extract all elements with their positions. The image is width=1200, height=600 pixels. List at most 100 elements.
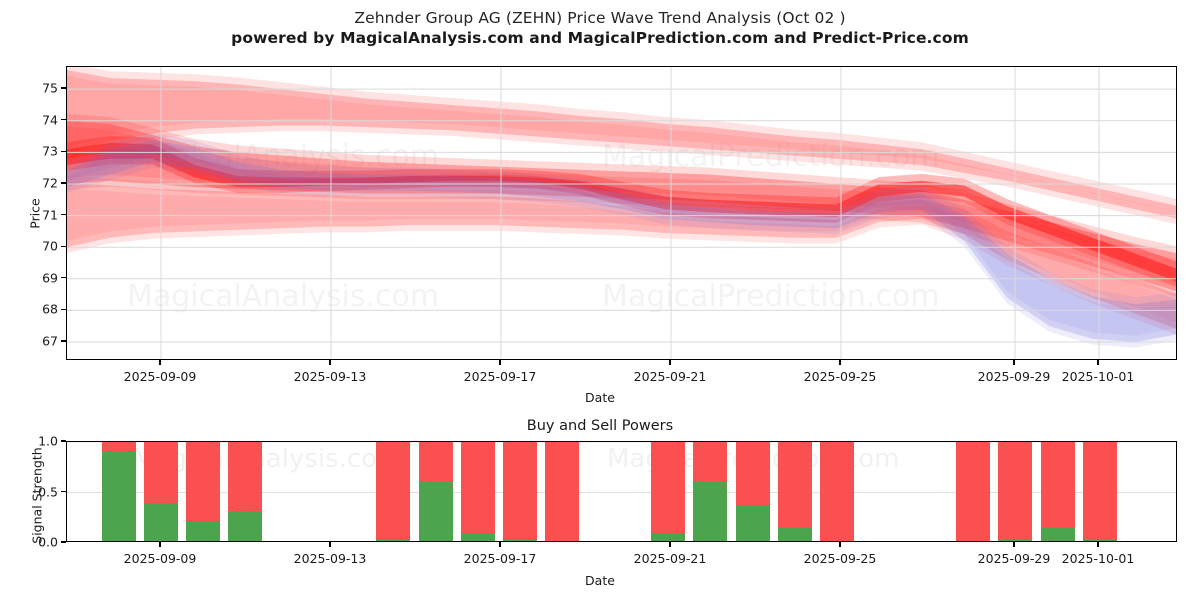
sell-power-segment (693, 442, 727, 483)
title-primary: Zehnder Group AG (ZEHN) Price Wave Trend… (354, 9, 846, 27)
price-x-tick-label: 2025-09-17 (463, 369, 537, 384)
signal-bar[interactable] (1083, 442, 1117, 541)
wave-band-lower-support-band (67, 188, 1176, 323)
signal-bar[interactable] (461, 442, 495, 541)
buy-sell-x-tickmark (159, 542, 161, 547)
price-x-tickmark (1013, 360, 1015, 365)
sell-power-segment (820, 442, 854, 541)
signal-bar[interactable] (102, 442, 136, 541)
price-x-tickmark (159, 360, 161, 365)
sell-power-segment (778, 442, 812, 528)
sell-power-segment (545, 442, 579, 541)
sell-power-segment (186, 442, 220, 521)
sell-power-segment (419, 442, 453, 483)
buy-sell-x-tickmark (1097, 542, 1099, 547)
price-y-tick-label: 68 (42, 301, 58, 317)
buy-sell-x-tick-label: 2025-09-17 (463, 551, 537, 566)
signal-bar[interactable] (419, 442, 453, 541)
buy-sell-x-tickmark (839, 542, 841, 547)
signal-bar[interactable] (1041, 442, 1075, 541)
price-x-tick-label: 2025-09-13 (293, 369, 367, 384)
sell-power-segment (102, 442, 136, 453)
page-title: Zehnder Group AG (ZEHN) Price Wave Trend… (0, 8, 1200, 48)
buy-sell-y-axis-label: Signal Strength (29, 447, 45, 544)
buy-sell-y-tickmark (61, 440, 66, 442)
wave-band-core-signal-band (67, 148, 1176, 275)
sell-power-segment (998, 442, 1032, 540)
buy-sell-y-tick-label: 0.5 (38, 484, 58, 499)
buy-sell-y-tickmark (61, 541, 66, 543)
price-y-tick-label: 72 (42, 175, 58, 191)
wave-band-mid-wave-band-a (67, 126, 1176, 285)
signal-bar[interactable] (651, 442, 685, 541)
buy-power-segment (503, 538, 537, 541)
title-secondary: powered by MagicalAnalysis.com and Magic… (231, 29, 969, 47)
signal-bar[interactable] (228, 442, 262, 541)
buy-power-segment (1083, 538, 1117, 541)
sell-power-segment (144, 442, 178, 503)
price-x-tickmark (839, 360, 841, 365)
wave-band-bearish-divergence-band (67, 139, 1176, 343)
price-x-tick-label: 2025-09-09 (123, 369, 197, 384)
buy-power-segment (228, 510, 262, 541)
buy-sell-plot-area: MagicalAnalysis.com MagicalPrediction.co… (66, 441, 1177, 542)
buy-power-segment (736, 504, 770, 541)
buy-power-segment (651, 532, 685, 541)
buy-power-segment (419, 482, 453, 541)
wave-band-core-signal-band (67, 142, 1176, 282)
price-y-tick-label: 70 (42, 238, 58, 254)
price-y-tick-label: 71 (42, 207, 58, 223)
buy-sell-chart-title: Buy and Sell Powers (526, 418, 674, 434)
wave-band-mid-wave-band-a (67, 113, 1176, 297)
buy-power-segment (186, 520, 220, 541)
buy-sell-x-tickmark (669, 542, 671, 547)
buy-sell-x-tick-label: 2025-09-25 (803, 551, 877, 566)
price-x-tickmark (499, 360, 501, 365)
sell-power-segment (956, 442, 990, 541)
buy-sell-x-tick-label: 2025-09-21 (633, 551, 707, 566)
price-y-tickmark (61, 182, 66, 184)
price-x-tick-label: 2025-09-29 (977, 369, 1051, 384)
buy-power-segment (461, 532, 495, 541)
signal-bar[interactable] (503, 442, 537, 541)
signal-bar[interactable] (778, 442, 812, 541)
buy-sell-y-tick-label: 1.0 (38, 433, 58, 449)
price-y-tickmark (61, 150, 66, 152)
signal-bar[interactable] (545, 442, 579, 541)
signal-bar[interactable] (186, 442, 220, 541)
signal-bar[interactable] (820, 442, 854, 541)
price-y-tick-label: 73 (42, 143, 58, 159)
signal-bar[interactable] (693, 442, 727, 541)
buy-sell-x-tickmark (499, 542, 501, 547)
price-y-tick-label: 75 (42, 80, 58, 96)
price-y-tickmark (61, 340, 66, 342)
buy-sell-x-tick-label: 2025-10-01 (1061, 551, 1135, 566)
wave-band-upper-resistance-band (67, 67, 1176, 224)
price-y-tick-label: 74 (42, 112, 58, 128)
price-y-tickmark (61, 119, 66, 121)
wave-band-lower-support-band (67, 182, 1176, 329)
signal-bar[interactable] (376, 442, 410, 541)
buy-power-segment (144, 502, 178, 541)
sell-power-segment (651, 442, 685, 533)
buy-sell-x-tick-label: 2025-09-13 (293, 551, 367, 566)
price-y-tickmark (61, 308, 66, 311)
buy-sell-bar-group (67, 442, 1176, 541)
price-chart-plot-area: MagicalAnalysis.com MagicalPrediction.co… (66, 66, 1177, 360)
price-y-tickmark (61, 213, 66, 216)
buy-sell-y-tick-label: 0.0 (38, 534, 58, 550)
signal-bar[interactable] (956, 442, 990, 541)
signal-bar[interactable] (998, 442, 1032, 541)
sell-power-segment (503, 442, 537, 539)
signal-bar[interactable] (736, 442, 770, 541)
wave-band-bearish-divergence-band (67, 145, 1176, 336)
buy-sell-x-tick-label: 2025-09-09 (123, 551, 197, 566)
price-x-axis-label: Date (585, 390, 615, 405)
buy-sell-x-tickmark (1013, 542, 1015, 547)
price-y-tick-label: 67 (42, 333, 58, 349)
wave-band-core-signal-band (67, 135, 1176, 287)
buy-sell-x-tickmark (329, 542, 331, 547)
signal-bar[interactable] (144, 442, 178, 541)
buy-power-segment (778, 527, 812, 541)
price-wave-bands (67, 67, 1176, 348)
